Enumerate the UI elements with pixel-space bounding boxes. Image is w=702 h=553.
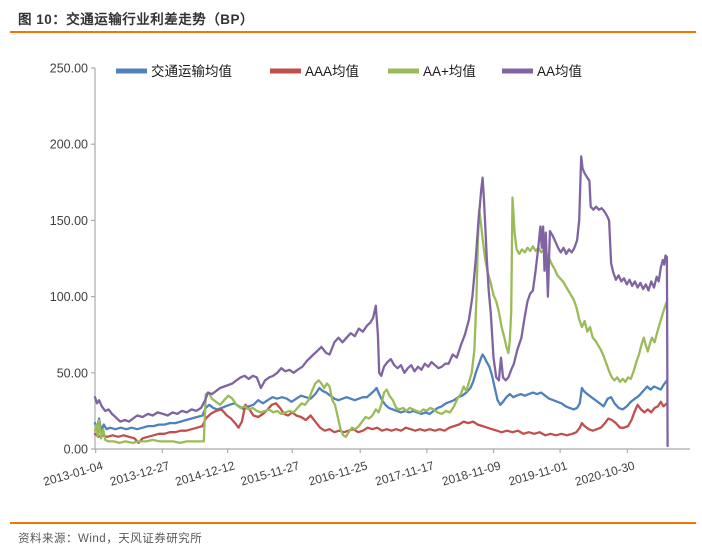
x-axis-label: 2016-11-25 xyxy=(307,458,369,488)
y-axis-label: 100.00 xyxy=(50,290,88,304)
series-line-AA均值 xyxy=(93,155,669,448)
y-axis-label: 150.00 xyxy=(50,214,88,228)
y-axis-label: 200.00 xyxy=(50,138,88,152)
legend-label-交通运输均值: 交通运输均值 xyxy=(151,63,232,79)
x-axis-label: 2020-10-30 xyxy=(573,458,636,488)
axis-lines xyxy=(94,68,690,450)
footer-divider xyxy=(10,522,696,524)
legend-label-AA+均值: AA+均值 xyxy=(423,64,476,79)
x-axis-label: 2013-01-04 xyxy=(42,458,105,488)
x-axis-label: 2019-11-01 xyxy=(507,458,569,488)
legend-label-AAA均值: AAA均值 xyxy=(305,64,359,79)
x-axis-label: 2015-11-27 xyxy=(239,458,301,488)
y-axis-label: 250.00 xyxy=(50,62,88,76)
x-axis-label: 2017-11-17 xyxy=(374,458,436,488)
header-divider xyxy=(10,31,696,33)
data-source-note: 资料来源：Wind，天风证券研究所 xyxy=(18,533,203,545)
x-axis-label: 2014-12-12 xyxy=(174,458,237,488)
series-line-AA+均值 xyxy=(93,196,669,445)
series-line-AAA均值 xyxy=(93,400,669,445)
x-axis-label: 2013-12-27 xyxy=(108,458,171,488)
legend-label-AA均值: AA均值 xyxy=(537,64,582,79)
series-line-交通运输均值 xyxy=(93,353,669,432)
spread-line-chart: 0.00 50.00 100.00 150.00 200.00 250.00 2013-01… xyxy=(42,62,690,489)
x-axis-label: 2018-11-09 xyxy=(440,458,502,488)
y-axis-label: 50.00 xyxy=(57,366,88,380)
figure-title: 图 10：交通运输行业利差走势（BP） xyxy=(18,12,255,27)
y-axis-label: 0.00 xyxy=(64,443,88,457)
